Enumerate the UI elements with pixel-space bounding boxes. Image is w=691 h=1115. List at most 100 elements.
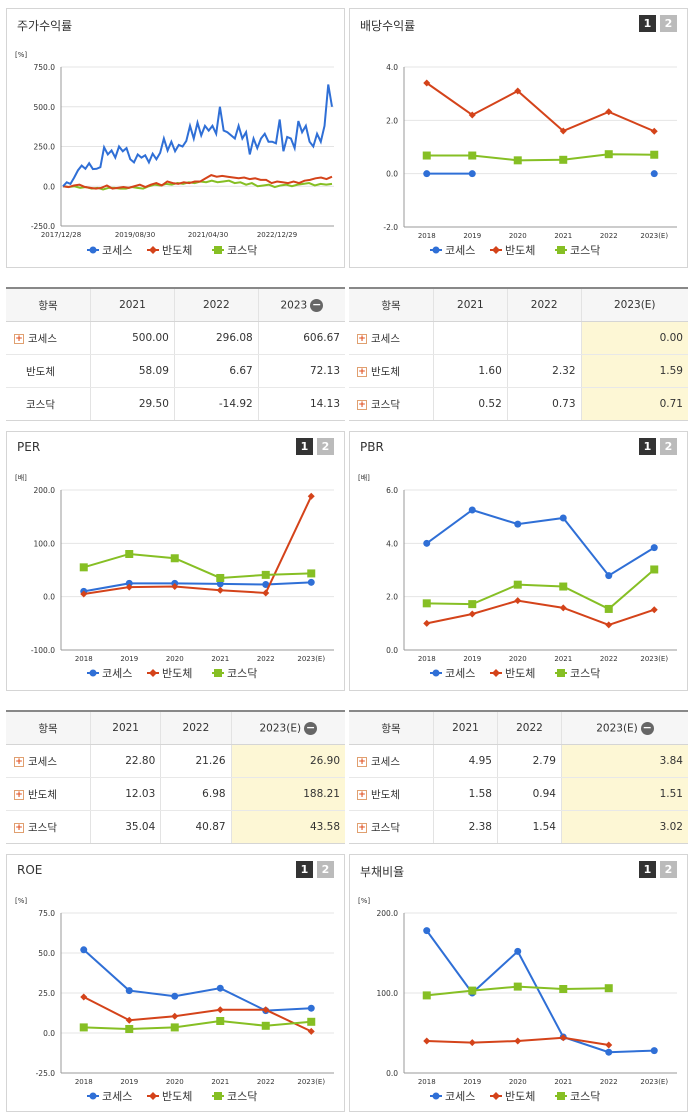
table-row: + 코스닥 0.52 0.73 0.71: [349, 387, 688, 420]
panel-title: ROE: [17, 863, 43, 877]
cell-value: 1.58: [468, 788, 492, 800]
y-tick-label: 50.0: [38, 949, 55, 958]
table-cell: 3.02: [561, 810, 688, 843]
x-tick-label: 2020: [509, 655, 527, 663]
collapse-icon[interactable]: −: [310, 297, 324, 312]
expand-icon[interactable]: +: [357, 399, 367, 410]
point-kosdaq: [79, 563, 88, 572]
table-cell: 500.00: [90, 321, 175, 355]
table-cell: 2.32: [506, 354, 582, 388]
point-kosses: [216, 984, 224, 992]
point-kosdaq: [513, 982, 522, 991]
table-header-row: 항목 2021 2022 2023−: [6, 289, 345, 322]
expand-icon[interactable]: +: [357, 822, 367, 833]
row-label-text: 코스닥: [371, 398, 400, 411]
x-tick-label: 2018: [75, 1078, 93, 1086]
y-tick-label: -100.0: [31, 646, 55, 655]
point-semi: [468, 1039, 476, 1047]
page-1-button[interactable]: 1: [639, 438, 656, 455]
x-tick-label: 2023(E): [640, 1078, 668, 1086]
series-line-0: [62, 84, 333, 187]
point-kosses: [650, 1047, 658, 1055]
point-kosdaq: [559, 985, 568, 993]
page-1-button[interactable]: 1: [296, 861, 313, 878]
point-kosdaq: [468, 986, 477, 995]
point-semi: [559, 604, 567, 612]
page-2-button[interactable]: 2: [660, 861, 677, 878]
cell-value: 0.94: [532, 788, 556, 800]
y-tick-label: 4.0: [386, 63, 398, 72]
row-label-text: 코스닥: [26, 398, 55, 411]
page-2-button[interactable]: 2: [660, 438, 677, 455]
legend-label-1: 반도체: [162, 667, 192, 680]
point-semi: [514, 597, 522, 605]
series-line-0: [83, 949, 312, 1012]
page-2-button[interactable]: 2: [660, 15, 677, 32]
column-header: 2023(E): [580, 289, 688, 322]
column-header-label: 2022: [202, 299, 230, 311]
legend-marker: [214, 1092, 222, 1100]
x-tick-label: 2023(E): [297, 1078, 325, 1086]
point-kosdaq: [307, 569, 316, 578]
collapse-icon[interactable]: −: [640, 720, 654, 735]
point-kosses: [125, 987, 133, 995]
cell-value: 0.73: [552, 398, 576, 410]
cell-value: 3.02: [659, 821, 683, 833]
cell-value: 500.00: [132, 332, 169, 344]
cell-value: 12.03: [125, 788, 156, 800]
collapse-icon[interactable]: −: [304, 720, 318, 735]
page-1-button[interactable]: 1: [639, 15, 656, 32]
page-2-button[interactable]: 2: [317, 438, 334, 455]
row-label: 코스닥: [6, 388, 91, 421]
point-kosses: [650, 544, 658, 552]
series-line-0: [426, 508, 655, 577]
expand-icon[interactable]: +: [14, 756, 24, 767]
panel-title: PER: [17, 440, 41, 454]
y-unit-label: [배]: [15, 473, 27, 482]
pbr-panel: PBR 1 2 [배] 6.0 4.0 2.0 0.0 2018 2019 2020 2021 2…: [349, 431, 688, 691]
table-cell: 58.09: [90, 354, 175, 388]
series-line-2: [426, 568, 655, 611]
legend-marker: [432, 669, 440, 677]
y-unit-label: [%]: [15, 897, 27, 905]
expand-icon[interactable]: +: [14, 822, 24, 833]
cell-value: 6.98: [202, 788, 226, 800]
column-header-label: 항목: [381, 722, 401, 735]
y-tick-label: 200.0: [34, 486, 56, 495]
y-tick-label: 75.0: [38, 909, 55, 918]
expand-icon[interactable]: +: [357, 789, 367, 800]
point-kosdaq: [513, 156, 522, 165]
point-kosdaq: [468, 600, 477, 609]
row-label-text: 코세스: [371, 755, 400, 768]
page-2-button[interactable]: 2: [317, 861, 334, 878]
y-tick-label: -250.0: [31, 222, 55, 231]
point-kosdaq: [216, 573, 225, 582]
row-label-text: 코스닥: [28, 821, 57, 834]
point-kosses: [171, 992, 179, 1000]
page-1-button[interactable]: 1: [639, 861, 656, 878]
cell-value: 6.67: [229, 365, 253, 377]
x-tick-label: 2021: [211, 1078, 229, 1086]
y-unit-label: [%]: [15, 51, 27, 59]
row-label: + 코스닥: [349, 811, 434, 844]
column-header-label: 항목: [381, 299, 401, 312]
page-1-button[interactable]: 1: [296, 438, 313, 455]
expand-icon[interactable]: +: [14, 333, 24, 344]
point-semi: [125, 583, 133, 591]
expand-icon[interactable]: +: [357, 333, 367, 344]
y-unit-label: [%]: [358, 897, 370, 905]
column-header-label: 2022: [516, 722, 543, 734]
expand-icon[interactable]: +: [357, 366, 367, 377]
table-cell: 1.51: [561, 777, 688, 811]
legend-label-2: 코스닥: [570, 1090, 600, 1103]
expand-icon[interactable]: +: [14, 789, 24, 800]
legend-label-0: 코세스: [102, 244, 132, 257]
series-line-0: [83, 581, 312, 593]
row-label: + 코세스: [349, 321, 434, 355]
series-line-2: [83, 1019, 312, 1031]
point-kosses: [468, 506, 476, 514]
panel-title: 부채비율: [360, 865, 405, 879]
point-kosdaq: [559, 582, 568, 591]
expand-icon[interactable]: +: [357, 756, 367, 767]
point-kosses: [605, 1048, 613, 1056]
